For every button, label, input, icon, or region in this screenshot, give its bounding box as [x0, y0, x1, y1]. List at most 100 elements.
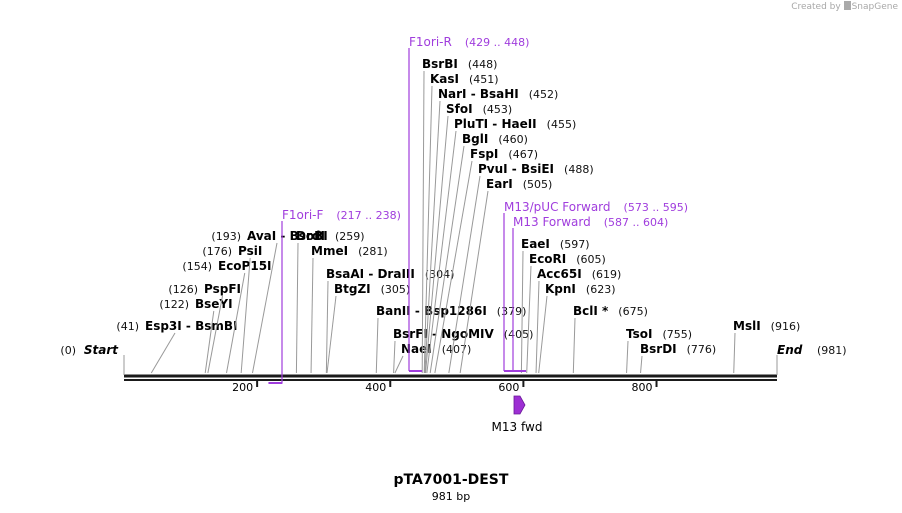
- enzyme-position: (451): [469, 73, 499, 86]
- enzyme-name: BsrDI: [640, 342, 677, 356]
- primer-name: M13/pUC Forward: [504, 200, 611, 214]
- primer-name: F1ori-F: [282, 208, 323, 222]
- enzyme-position: (193): [211, 230, 241, 243]
- enzyme-site-nari: NarI - BsaHI (452): [424, 87, 558, 374]
- enzyme-site-sfoi: SfoI (453): [425, 102, 512, 374]
- enzyme-name: BseYI: [195, 297, 233, 311]
- primer-range: (429 .. 448): [465, 36, 530, 49]
- enzyme-name: SfoI: [446, 102, 473, 116]
- enzyme-leader: [207, 295, 223, 374]
- enzyme-leader: [538, 295, 548, 374]
- enzyme-position: (126): [168, 283, 198, 296]
- enzyme-name: NarI - BsaHI: [438, 87, 519, 101]
- enzyme-site-pvui: PvuI - BsiEI (488): [448, 162, 594, 374]
- enzyme-name: DrdI: [296, 229, 325, 243]
- enzyme-leader: [325, 280, 329, 374]
- enzyme-leader: [434, 160, 473, 374]
- enzyme-name: AvaI - BsoBI: [247, 229, 328, 243]
- primer-f1orir: F1ori-R (429 .. 448): [408, 35, 530, 372]
- primer-range: (573 .. 595): [624, 201, 689, 214]
- enzyme-leader: [535, 280, 540, 374]
- enzyme-name: TsoI: [626, 327, 652, 341]
- enzyme-leader: [393, 340, 396, 374]
- enzyme-site-acc65i: Acc65I (619): [535, 267, 622, 374]
- enzyme-site-msli: MslI (916): [733, 319, 801, 374]
- enzyme-leader: [226, 272, 246, 374]
- enzyme-name: EcoP15I: [218, 259, 272, 273]
- enzyme-leader: [572, 317, 576, 374]
- enzyme-leader: [421, 70, 425, 374]
- credit-line: Created by SnapGene: [791, 1, 898, 12]
- enzyme-leader: [626, 340, 629, 374]
- ruler-tick-label: 200: [232, 381, 253, 394]
- enzyme-leader: [424, 100, 441, 374]
- enzyme-site-avai: AvaI - BsoBI (193): [211, 229, 328, 374]
- enzyme-name: Acc65I: [537, 267, 582, 281]
- ruler-tick-label: 600: [498, 381, 519, 394]
- feature-label: M13 fwd: [492, 420, 543, 434]
- enzyme-name: EcoRI: [529, 252, 566, 266]
- enzyme-name: BglI: [462, 132, 488, 146]
- enzyme-position: (176): [202, 245, 232, 258]
- enzyme-name: BtgZI: [334, 282, 371, 296]
- enzyme-position: (675): [618, 305, 648, 318]
- enzyme-leader: [240, 257, 251, 374]
- enzyme-position: (619): [592, 268, 622, 281]
- enzyme-position: (41): [116, 320, 139, 333]
- enzyme-site-psii: PsiI (176): [202, 244, 262, 374]
- enzyme-site-bsaai: BsaAI - DraIII (304): [325, 267, 454, 374]
- enzyme-name: BsrBI: [422, 57, 458, 71]
- end-label: End: [777, 343, 803, 357]
- primer-range: (587 .. 604): [604, 216, 669, 229]
- feature-m13-fwd: M13 fwd: [492, 395, 543, 434]
- enzyme-site-naei: NaeI (407): [394, 342, 472, 374]
- enzyme-leader: [448, 175, 481, 374]
- enzyme-name: Esp3I - BsmBI: [145, 319, 237, 333]
- enzyme-site-kasi: KasI (451): [423, 72, 499, 374]
- enzyme-position: (259): [335, 230, 365, 243]
- enzyme-site-tsoi: TsoI (755): [626, 327, 692, 374]
- enzyme-leader: [375, 317, 379, 374]
- enzyme-name: KasI: [430, 72, 459, 86]
- enzyme-name: FspI: [470, 147, 498, 161]
- enzyme-leader: [429, 145, 465, 374]
- enzyme-leader: [251, 242, 278, 374]
- enzyme-name: EarI: [486, 177, 513, 191]
- enzyme-leader: [526, 265, 532, 374]
- ruler-tick-label: 800: [632, 381, 653, 394]
- start-label: Start: [84, 343, 119, 357]
- sequence-name: pTA7001-DEST: [393, 472, 509, 488]
- enzyme-leader: [310, 257, 314, 374]
- enzyme-position: (122): [159, 298, 189, 311]
- enzyme-site-mmei: MmeI (281): [310, 244, 388, 374]
- enzyme-position: (916): [771, 320, 801, 333]
- feature-arrow: [513, 395, 526, 415]
- enzyme-position: (448): [468, 58, 498, 71]
- enzyme-leader: [423, 85, 433, 374]
- primer-m13forward: M13 Forward (587 .. 604): [512, 215, 669, 372]
- enzyme-site-fspi: FspI (467): [434, 147, 538, 374]
- enzyme-site-bsrfi: BsrFI - NgoMIV (405): [393, 327, 534, 374]
- credit-brand: SnapGene: [851, 2, 898, 12]
- enzyme-position: (755): [662, 328, 692, 341]
- enzyme-leader: [204, 310, 215, 374]
- enzyme-site-eaei: EaeI (597): [520, 237, 590, 374]
- enzyme-position: (407): [442, 343, 472, 356]
- ruler-tick-label: 400: [365, 381, 386, 394]
- enzyme-site-kpni: KpnI (623): [538, 282, 616, 374]
- enzyme-site-esp3i: Esp3I - BsmBI (41): [116, 319, 237, 374]
- start-position: (0): [60, 344, 76, 357]
- enzyme-position: (455): [547, 118, 577, 131]
- enzyme-site-pspfi: PspFI (126): [168, 282, 241, 374]
- enzyme-position: (605): [576, 253, 606, 266]
- enzyme-site-bcli: BclI * (675): [572, 304, 648, 374]
- enzyme-site-bsrdi: BsrDI (776): [640, 342, 716, 374]
- enzyme-position: (405): [504, 328, 534, 341]
- enzyme-site-bgli: BglI (460): [429, 132, 528, 374]
- enzyme-name: PspFI: [204, 282, 241, 296]
- enzyme-leader: [733, 332, 736, 374]
- enzyme-leader: [150, 332, 176, 374]
- enzyme-position: (505): [523, 178, 553, 191]
- enzyme-site-eari: EarI (505): [459, 177, 553, 374]
